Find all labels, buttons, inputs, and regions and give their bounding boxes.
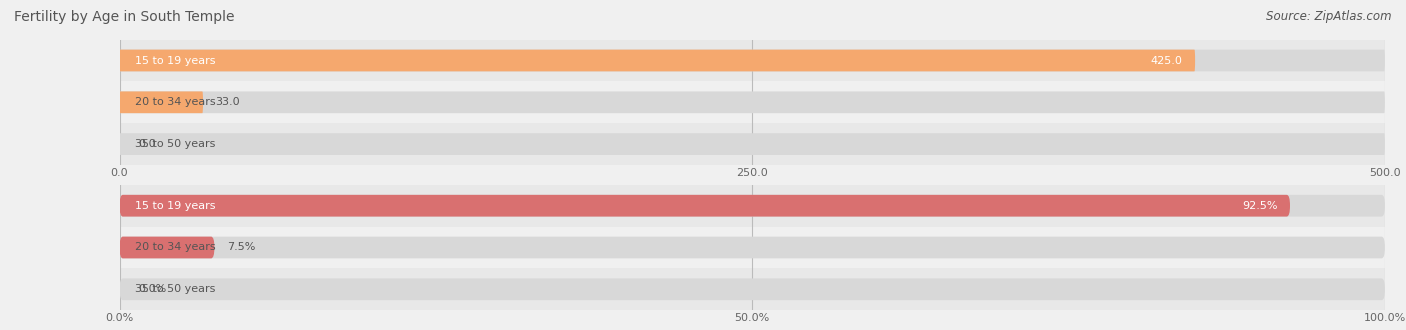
Text: 35 to 50 years: 35 to 50 years	[135, 284, 215, 294]
FancyBboxPatch shape	[120, 133, 1385, 155]
Text: Fertility by Age in South Temple: Fertility by Age in South Temple	[14, 10, 235, 24]
Text: 7.5%: 7.5%	[228, 243, 256, 252]
FancyBboxPatch shape	[120, 91, 202, 113]
Text: 15 to 19 years: 15 to 19 years	[135, 55, 215, 65]
Text: 20 to 34 years: 20 to 34 years	[135, 243, 215, 252]
Text: 15 to 19 years: 15 to 19 years	[135, 201, 215, 211]
FancyBboxPatch shape	[120, 227, 1385, 268]
FancyBboxPatch shape	[120, 123, 1385, 165]
Text: 33.0: 33.0	[215, 97, 240, 107]
FancyBboxPatch shape	[120, 268, 1385, 310]
FancyBboxPatch shape	[120, 237, 215, 258]
FancyBboxPatch shape	[120, 50, 1195, 71]
Text: 35 to 50 years: 35 to 50 years	[135, 139, 215, 149]
Text: 92.5%: 92.5%	[1241, 201, 1278, 211]
FancyBboxPatch shape	[120, 50, 1385, 71]
FancyBboxPatch shape	[120, 237, 1385, 258]
FancyBboxPatch shape	[120, 91, 1385, 113]
FancyBboxPatch shape	[120, 82, 1385, 123]
FancyBboxPatch shape	[120, 40, 1385, 82]
FancyBboxPatch shape	[120, 279, 1385, 300]
FancyBboxPatch shape	[120, 195, 1291, 216]
FancyBboxPatch shape	[120, 195, 1385, 216]
FancyBboxPatch shape	[120, 185, 1385, 227]
Text: 0.0: 0.0	[139, 139, 156, 149]
Text: 425.0: 425.0	[1150, 55, 1182, 65]
Text: Source: ZipAtlas.com: Source: ZipAtlas.com	[1267, 10, 1392, 23]
Text: 0.0%: 0.0%	[139, 284, 167, 294]
Text: 20 to 34 years: 20 to 34 years	[135, 97, 215, 107]
